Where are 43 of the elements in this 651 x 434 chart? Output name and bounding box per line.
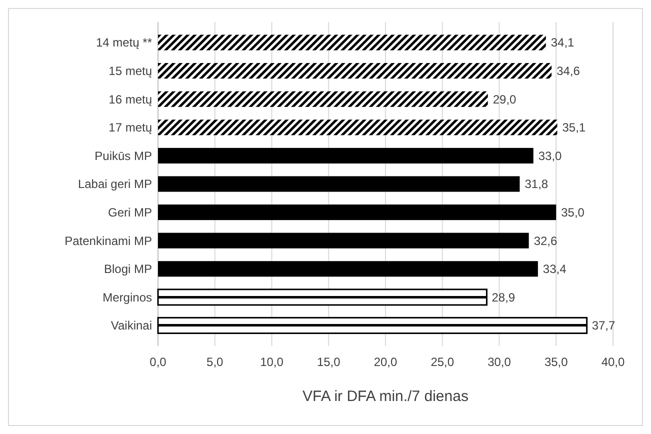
x-tick-label: 5,0	[206, 355, 224, 369]
bar	[158, 63, 552, 79]
y-tick-label: Merginos	[102, 290, 152, 304]
data-label: 32,6	[534, 234, 558, 248]
x-tick-label: 40,0	[601, 355, 625, 369]
y-tick-label: Geri MP	[108, 205, 152, 220]
bar	[158, 120, 558, 136]
data-label: 34,6	[556, 64, 580, 78]
y-tick-label: 16 metų	[108, 92, 152, 106]
bar	[157, 316, 588, 334]
bar	[157, 288, 488, 306]
x-tick-label: 35,0	[544, 355, 568, 369]
y-tick-label: Vaikinai	[110, 318, 152, 333]
x-tick-label: 20,0	[374, 355, 398, 369]
y-tick-label: Puikūs MP	[94, 148, 152, 163]
bar	[158, 261, 538, 277]
data-label: 35,1	[562, 120, 586, 135]
y-tick-label: Labai geri MP	[78, 177, 152, 192]
bar	[158, 34, 546, 50]
y-tick-label: 15 metų	[108, 64, 152, 78]
x-tick-label: 10,0	[260, 355, 284, 369]
data-label: 33,0	[538, 148, 562, 163]
x-tick-label: 0,0	[150, 355, 167, 369]
bar	[158, 232, 529, 248]
bar	[158, 148, 534, 164]
data-label: 28,9	[492, 290, 516, 304]
x-tick-label: 15,0	[316, 355, 341, 369]
y-tick-label: 14 metų **	[96, 36, 152, 50]
bar	[158, 91, 488, 107]
y-tick-label: Blogi MP	[104, 262, 152, 276]
data-label: 29,0	[492, 92, 517, 106]
x-tick-label: 25,0	[430, 355, 454, 369]
data-label: 31,8	[524, 177, 548, 192]
y-tick-label: 17 metų	[108, 120, 152, 135]
x-axis-title: VFA ir DFA min./7 dienas	[302, 388, 468, 405]
bar	[158, 176, 520, 192]
data-label: 34,1	[550, 36, 575, 50]
x-tick-label: 30,0	[488, 355, 512, 369]
data-label: 33,4	[542, 262, 567, 276]
data-label: 35,0	[561, 205, 585, 220]
y-tick-label: Patenkinami MP	[64, 234, 152, 248]
bar	[158, 204, 556, 220]
data-label: 37,7	[592, 318, 616, 333]
